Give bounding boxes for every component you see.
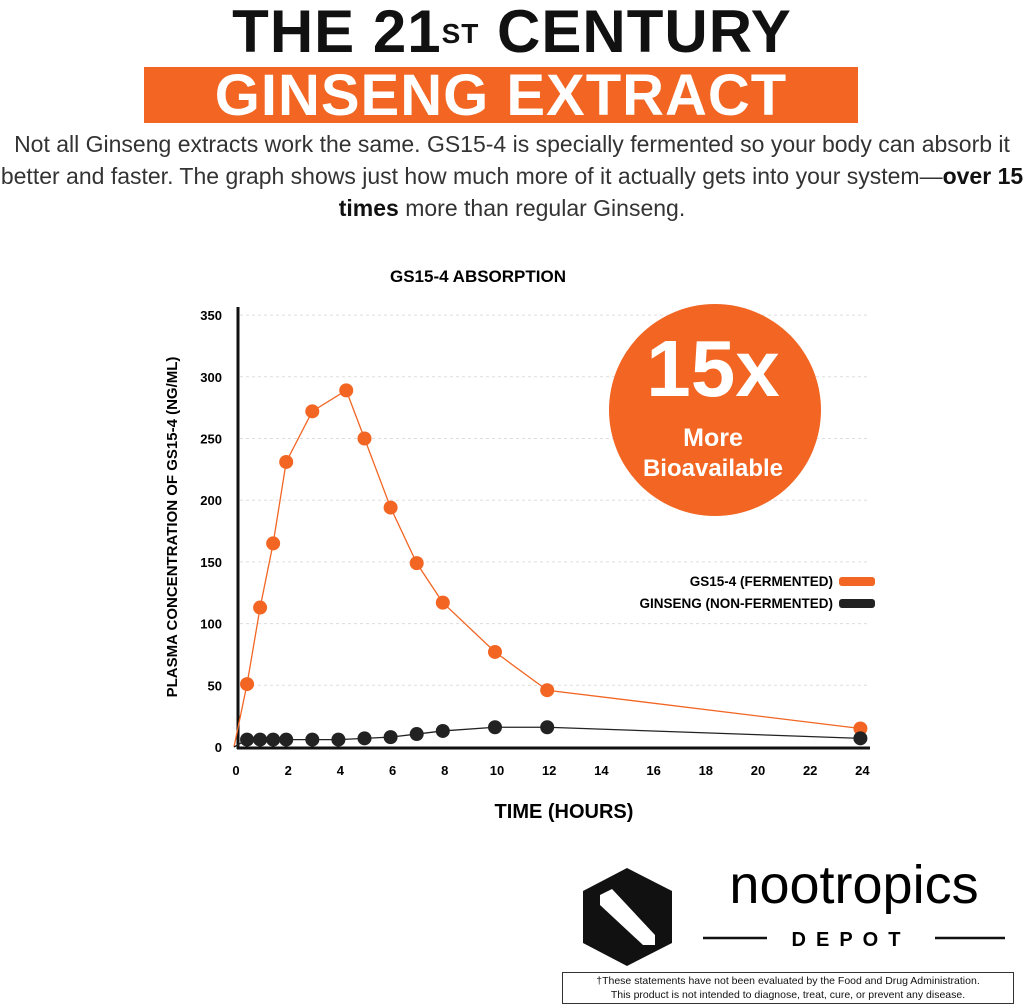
badge-line1: More xyxy=(683,424,743,452)
x-tick-label: 8 xyxy=(441,763,448,778)
data-point xyxy=(331,732,346,747)
logo-stroke xyxy=(600,889,655,945)
brand-sub: DEPOT xyxy=(792,929,911,951)
legend-label: GS15-4 (FERMENTED) xyxy=(690,574,833,589)
x-tick-label: 2 xyxy=(285,763,292,778)
data-point xyxy=(435,723,450,738)
data-point xyxy=(488,720,502,735)
data-point xyxy=(540,683,555,698)
headline-text: THE 21 xyxy=(232,0,442,65)
data-point xyxy=(240,732,255,747)
series-line xyxy=(233,389,861,748)
x-tick-label: 16 xyxy=(646,763,660,778)
headline: THE 21ST CENTURY xyxy=(0,0,1024,64)
data-point xyxy=(409,556,424,571)
intro-text: Not all Ginseng extracts work the same. … xyxy=(0,128,1024,224)
legend-swatch xyxy=(839,577,875,586)
data-point xyxy=(305,404,320,419)
headline-banner: GINSENG EXTRACT xyxy=(144,67,858,125)
x-tick-label: 12 xyxy=(542,763,556,778)
intro-part2: more than regular Ginseng. xyxy=(398,195,686,221)
intro-part1: Not all Ginseng extracts work the same. … xyxy=(0,131,1010,189)
data-point xyxy=(540,720,555,735)
brand-name: nootropics xyxy=(729,855,978,915)
data-point xyxy=(853,731,868,746)
disclaimer-line2: This product is not intended to diagnose… xyxy=(610,989,966,1001)
data-point xyxy=(279,454,294,469)
badge-line2: Bioavailable xyxy=(643,455,783,482)
x-tick-label: 6 xyxy=(389,763,396,778)
disclaimer-line1: †These statements have not been evaluate… xyxy=(596,975,980,987)
data-point xyxy=(240,677,255,692)
x-tick-label: 22 xyxy=(803,763,817,778)
data-point xyxy=(253,732,268,747)
y-tick-label: 200 xyxy=(200,493,222,508)
data-point xyxy=(279,732,294,747)
headline-rest: CENTURY xyxy=(479,0,792,65)
y-tick-label: 0 xyxy=(215,740,222,755)
x-tick-label: 18 xyxy=(699,763,713,778)
headline-sup: ST xyxy=(441,18,480,49)
data-point xyxy=(305,732,320,747)
data-point xyxy=(266,732,281,747)
x-tick-label: 10 xyxy=(490,763,504,778)
x-tick-label: 14 xyxy=(594,763,609,778)
legend-label: GINSENG (NON-FERMENTED) xyxy=(640,596,834,611)
x-tick-label: 20 xyxy=(751,763,765,778)
data-point xyxy=(383,730,398,745)
data-point xyxy=(357,431,372,446)
intro-bold: over 15 times xyxy=(338,163,1024,221)
data-point xyxy=(357,731,372,746)
data-point xyxy=(409,727,424,742)
x-tick-label: 4 xyxy=(337,763,345,778)
data-point xyxy=(266,536,281,551)
data-point xyxy=(853,721,868,736)
x-tick-label: 0 xyxy=(232,763,239,778)
chart-title: GS15-4 ABSORPTION xyxy=(390,267,566,286)
y-axis-label: PLASMA CONCENTRATION OF GS15-4 (NG/ML) xyxy=(164,357,181,698)
y-tick-label: 350 xyxy=(200,308,222,323)
data-point xyxy=(383,500,398,515)
disclaimer: †These statements have not been evaluate… xyxy=(562,972,1014,1004)
x-axis-label: TIME (HOURS) xyxy=(495,801,634,823)
y-tick-label: 50 xyxy=(208,678,222,693)
y-tick-label: 300 xyxy=(200,370,222,385)
data-point xyxy=(339,383,354,398)
bioavailable-badge xyxy=(609,304,821,516)
x-tick-label: 24 xyxy=(855,763,870,778)
badge-big: 15x xyxy=(646,324,779,413)
y-tick-label: 150 xyxy=(200,555,222,570)
data-point xyxy=(488,644,502,659)
legend-swatch xyxy=(839,599,875,608)
y-tick-label: 250 xyxy=(200,432,222,447)
y-tick-label: 100 xyxy=(200,617,222,632)
data-point xyxy=(435,595,450,610)
data-point xyxy=(253,600,268,615)
